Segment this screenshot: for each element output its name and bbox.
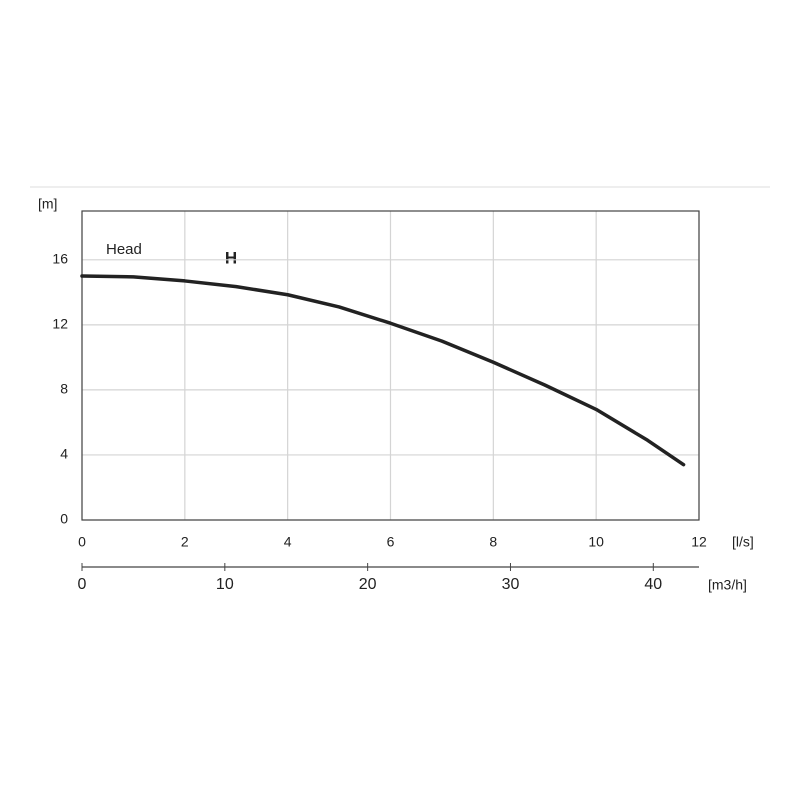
x-tick-label: 6 (387, 534, 395, 550)
y-tick-label: 0 (60, 511, 68, 527)
x2-tick-label: 0 (78, 576, 87, 593)
x2-tick-label: 20 (359, 576, 377, 593)
x-axis-label: [l/s] (732, 534, 754, 550)
x-tick-label: 12 (691, 534, 707, 550)
x-tick-label: 2 (181, 534, 189, 550)
x-tick-label: 8 (489, 534, 497, 550)
y-tick-label: 8 (60, 381, 68, 397)
x2-tick-label: 10 (216, 576, 234, 593)
x-tick-label: 0 (78, 534, 86, 550)
curve-annotation: H (225, 248, 237, 267)
series-label: Head (106, 241, 142, 258)
y-tick-label: 12 (52, 316, 68, 332)
plot-frame (81, 210, 700, 521)
x2-tick-label: 40 (644, 576, 662, 593)
x-tick-label: 4 (284, 534, 292, 550)
x2-axis-label: [m3/h] (708, 577, 747, 593)
x2-tick-label: 30 (502, 576, 520, 593)
y-axis-label: [m] (38, 196, 57, 212)
curve (80, 274, 686, 467)
y-tick-label: 16 (52, 250, 68, 266)
y-tick-label: 4 (60, 446, 68, 462)
x-tick-label: 10 (588, 534, 604, 550)
